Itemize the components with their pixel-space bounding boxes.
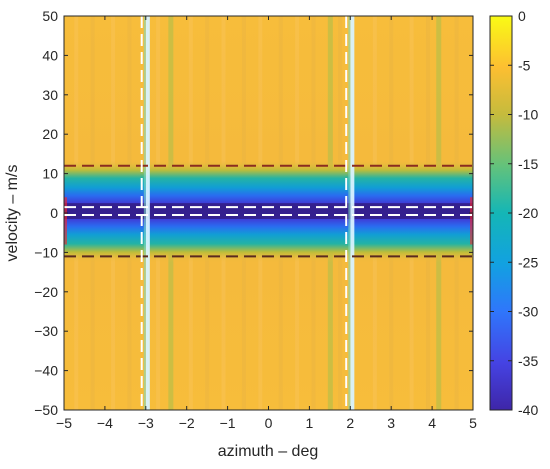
band-edge-right: [470, 197, 473, 245]
bright-stripes: [143, 16, 355, 410]
x-tick-label: 1: [306, 415, 314, 431]
y-tick-label: 0: [50, 205, 58, 221]
y-tick-label: 10: [42, 166, 58, 182]
dashed-lines: [64, 16, 473, 410]
x-tick-label: 2: [346, 415, 354, 431]
band-edge-left: [64, 197, 67, 245]
colorbar-tick-label: 0: [518, 8, 526, 24]
y-tick-label: 30: [42, 87, 58, 103]
bright-stripe: [350, 16, 355, 410]
clutter-notch: [64, 203, 473, 219]
colorbar-tick-label: -20: [518, 205, 538, 221]
x-tick-label: 4: [428, 415, 436, 431]
colorbar-tick-label: -10: [518, 107, 538, 123]
y-tick-label: −10: [34, 244, 58, 260]
x-tick-label: −4: [97, 415, 113, 431]
y-tick-label: −30: [34, 323, 58, 339]
bright-stripe-halo: [143, 16, 146, 410]
colorbar-tick-label: -15: [518, 156, 538, 172]
x-tick-label: 0: [265, 415, 273, 431]
x-tick-label: −2: [179, 415, 195, 431]
x-tick-label: 5: [469, 415, 477, 431]
x-axis-label: azimuth – deg: [218, 443, 319, 460]
colorbar-tick-label: -40: [518, 402, 538, 418]
x-tick-label: −3: [138, 415, 154, 431]
x-tick-label: −1: [220, 415, 236, 431]
colorbar: 0 -5 -10 -15 -20 -25 -30 -35 -40: [489, 8, 538, 418]
colorbar-tick-label: -25: [518, 254, 538, 270]
y-axis-label: velocity – m/s: [4, 165, 21, 262]
x-axis: −5 −4 −3 −2 −1 0 1 2 3 4 5: [56, 16, 477, 431]
plot-area: [64, 16, 473, 410]
x-tick-label: 3: [387, 415, 395, 431]
y-tick-label: −40: [34, 363, 58, 379]
y-tick-label: 20: [42, 126, 58, 142]
colorbar-tick-label: -5: [518, 57, 531, 73]
colorbar-tick-label: -35: [518, 353, 538, 369]
y-tick-label: −50: [34, 402, 58, 418]
bright-stripe-halo: [348, 16, 351, 410]
colorbar-tick-label: -30: [518, 304, 538, 320]
x-tick-label: −5: [56, 415, 72, 431]
y-axis: −50 −40 −30 −20 −10 0 10 20 30 40 50: [34, 8, 473, 418]
bright-stripe: [145, 16, 150, 410]
y-tick-label: −20: [34, 284, 58, 300]
colorbar-ticks: 0 -5 -10 -15 -20 -25 -30 -35 -40: [490, 8, 538, 418]
y-tick-label: 40: [42, 47, 58, 63]
y-tick-label: 50: [42, 8, 58, 24]
